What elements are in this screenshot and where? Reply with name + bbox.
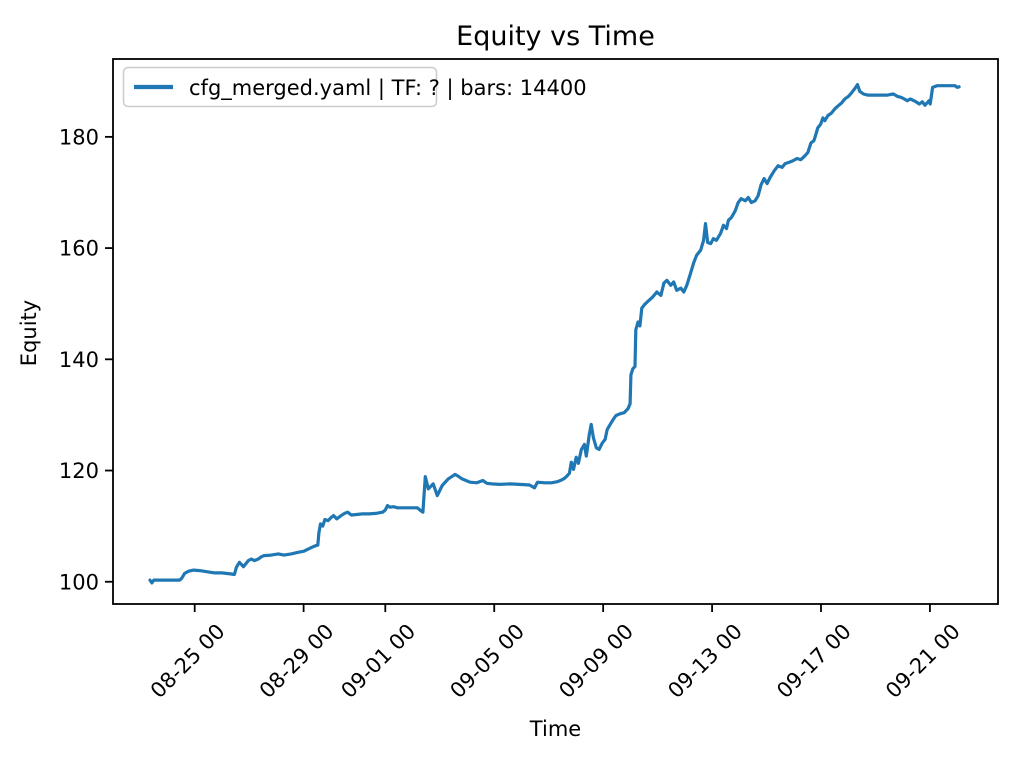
legend-box bbox=[122, 66, 438, 108]
x-tick-label: 08-25 00 bbox=[146, 619, 230, 703]
equity-line bbox=[148, 83, 961, 585]
x-tick-label: 08-29 00 bbox=[255, 619, 339, 703]
equity-line-series bbox=[148, 83, 961, 585]
y-axis-ticks: 100 120 140 160 180 bbox=[59, 125, 113, 594]
x-tick-label: 09-21 00 bbox=[881, 619, 965, 703]
y-tick-label: 100 bbox=[59, 570, 99, 594]
x-tick-label: 09-09 00 bbox=[554, 619, 638, 703]
x-tick-label: 09-13 00 bbox=[663, 619, 747, 703]
legend: cfg_merged.yaml | TF: ? | bars: 14400 bbox=[122, 66, 587, 108]
plot-area bbox=[112, 58, 999, 605]
x-tick-label: 09-01 00 bbox=[336, 619, 420, 703]
x-tick-label: 09-05 00 bbox=[445, 619, 529, 703]
y-tick-label: 120 bbox=[59, 459, 99, 483]
x-axis-label: Time bbox=[529, 717, 581, 741]
y-tick-label: 160 bbox=[59, 237, 99, 261]
legend-label: cfg_merged.yaml | TF: ? | bars: 14400 bbox=[189, 76, 587, 101]
chart-title: Equity vs Time bbox=[456, 21, 655, 52]
y-tick-label: 180 bbox=[59, 125, 99, 149]
x-tick-label: 09-17 00 bbox=[772, 619, 856, 703]
y-axis-label: Equity bbox=[17, 300, 41, 366]
y-tick-label: 140 bbox=[59, 348, 99, 372]
